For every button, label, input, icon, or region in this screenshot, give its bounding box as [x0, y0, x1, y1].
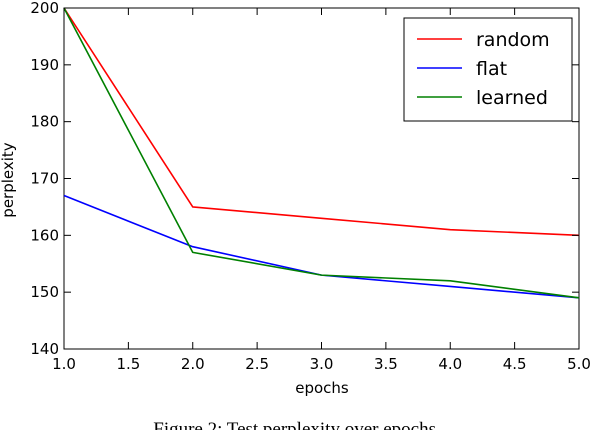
x-tick-label: 2.0 — [181, 355, 205, 373]
legend: random flat learned — [403, 17, 573, 122]
legend-box — [403, 17, 573, 122]
y-tick-label: 160 — [30, 226, 59, 244]
y-tick-label: 150 — [30, 283, 59, 301]
x-tick-label: 2.5 — [245, 355, 269, 373]
line-chart: 1.0 1.5 2.0 2.5 3.0 3.5 4.0 4.5 5.0 140 150 160 170 1… — [0, 0, 591, 397]
x-axis-label: epochs — [295, 379, 349, 397]
y-tick-label: 180 — [30, 113, 59, 131]
figure-caption: Figure 2: Test perplexity over epochs. — [153, 419, 441, 430]
series-line-random — [63, 7, 580, 237]
x-tick-label: 3.0 — [310, 355, 334, 373]
y-axis-label: perplexity — [0, 142, 17, 217]
series-line-learned — [63, 7, 580, 299]
y-tick-label: 190 — [30, 56, 59, 74]
legend-label-random: random — [476, 29, 550, 51]
legend-label-learned: learned — [476, 87, 548, 109]
x-tick-label: 4.0 — [438, 355, 462, 373]
x-tick-label: 5.0 — [567, 355, 591, 373]
y-tick-label: 140 — [30, 340, 59, 358]
x-tick-label: 1.0 — [52, 355, 76, 373]
x-tick-label: 3.5 — [374, 355, 398, 373]
legend-label-flat: flat — [476, 58, 507, 80]
x-tick-label: 1.5 — [116, 355, 140, 373]
y-tick-label: 170 — [30, 170, 59, 188]
y-tick-label: 200 — [30, 0, 59, 17]
x-tick-label: 4.5 — [503, 355, 527, 373]
